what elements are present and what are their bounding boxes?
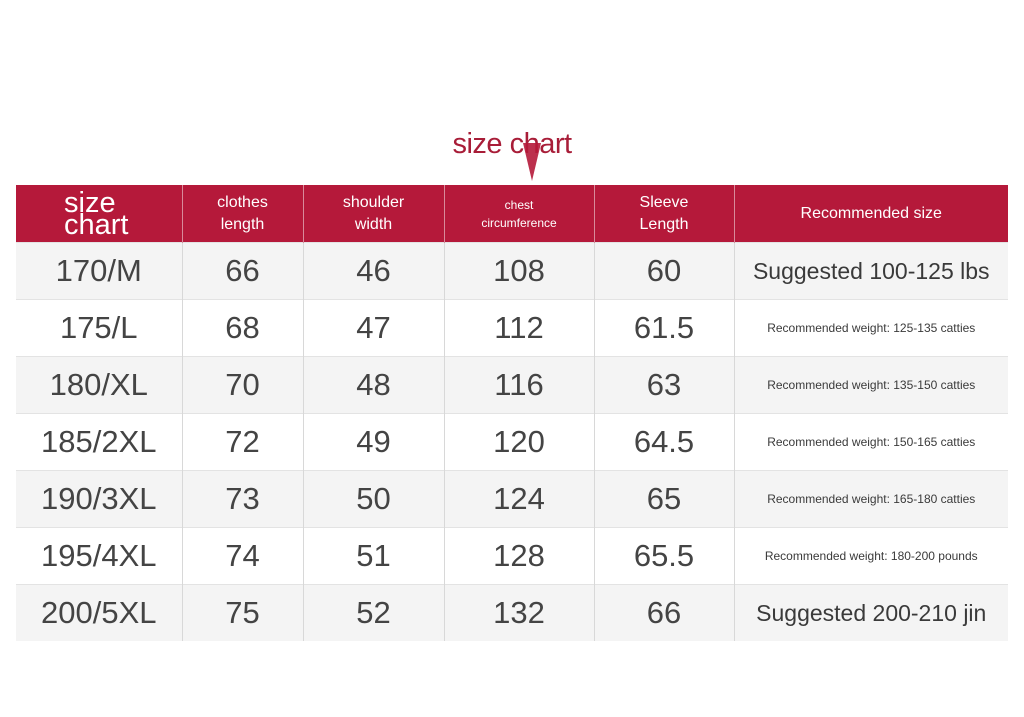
size-cell: 185/2XL — [16, 413, 182, 471]
shoulder-width-cell: 48 — [302, 356, 444, 414]
chest-cell: 112 — [443, 299, 594, 357]
size-cell: 200/5XL — [16, 584, 182, 641]
recommended-cell: Recommended weight: 150-165 catties — [733, 413, 1008, 471]
table-row: 200/5XL 75 52 132 66 Suggested 200-210 j… — [16, 584, 1008, 641]
sleeve-cell: 61.5 — [593, 299, 734, 357]
table-row: 190/3XL 73 50 124 65 Recommended weight:… — [16, 470, 1008, 528]
size-cell: 195/4XL — [16, 527, 182, 585]
clothes-length-cell: 68 — [181, 299, 303, 357]
recommended-cell: Suggested 200-210 jin — [733, 584, 1008, 641]
header-clothes-length-line1: clothes — [217, 193, 268, 211]
sleeve-cell: 66 — [593, 584, 734, 641]
header-clothes-length: clothes length — [181, 185, 303, 243]
sleeve-cell: 60 — [593, 242, 734, 300]
header-sleeve-line1: Sleeve — [639, 193, 689, 211]
recommended-cell: Recommended weight: 180-200 pounds — [733, 527, 1008, 585]
clothes-length-cell: 73 — [181, 470, 303, 528]
clothes-length-cell: 75 — [181, 584, 303, 641]
size-cell: 170/M — [16, 242, 182, 300]
recommended-cell: Recommended weight: 165-180 catties — [733, 470, 1008, 528]
clothes-length-cell: 72 — [181, 413, 303, 471]
table-row: 180/XL 70 48 116 63 Recommended weight: … — [16, 356, 1008, 414]
table-row: 195/4XL 74 51 128 65.5 Recommended weigh… — [16, 527, 1008, 585]
sleeve-cell: 64.5 — [593, 413, 734, 471]
chest-cell: 128 — [443, 527, 594, 585]
table-header-row: size chart clothes length shoulder width… — [16, 185, 1008, 243]
clothes-length-cell: 66 — [181, 242, 303, 300]
header-sleeve-line2: Length — [639, 215, 689, 233]
header-chest-line1: chest — [504, 197, 534, 212]
sleeve-cell: 63 — [593, 356, 734, 414]
chest-cell: 120 — [443, 413, 594, 471]
table-row: 170/M 66 46 108 60 Suggested 100-125 lbs — [16, 242, 1008, 300]
header-clothes-length-line2: length — [220, 215, 265, 233]
shoulder-width-cell: 50 — [302, 470, 444, 528]
chest-cell: 124 — [443, 470, 594, 528]
size-cell: 175/L — [16, 299, 182, 357]
shoulder-width-cell: 52 — [302, 584, 444, 641]
recommended-cell: Suggested 100-125 lbs — [733, 242, 1008, 300]
header-shoulder-width-line2: width — [354, 215, 393, 233]
chest-cell: 116 — [443, 356, 594, 414]
header-chest-circumference: chest circumference — [443, 185, 594, 243]
header-recommended-size: Recommended size — [733, 185, 1008, 243]
sleeve-cell: 65 — [593, 470, 734, 528]
header-size: size chart — [16, 185, 182, 243]
shoulder-width-cell: 51 — [302, 527, 444, 585]
table-row: 185/2XL 72 49 120 64.5 Recommended weigh… — [16, 413, 1008, 471]
header-sleeve-length: Sleeve Length — [593, 185, 734, 243]
recommended-cell: Recommended weight: 135-150 catties — [733, 356, 1008, 414]
clothes-length-cell: 74 — [181, 527, 303, 585]
sleeve-cell: 65.5 — [593, 527, 734, 585]
red-pointer-icon — [523, 143, 541, 181]
size-cell: 190/3XL — [16, 470, 182, 528]
size-cell: 180/XL — [16, 356, 182, 414]
shoulder-width-cell: 49 — [302, 413, 444, 471]
header-shoulder-width-line1: shoulder — [342, 193, 405, 211]
chest-cell: 108 — [443, 242, 594, 300]
clothes-length-cell: 70 — [181, 356, 303, 414]
table-row: 175/L 68 47 112 61.5 Recommended weight:… — [16, 299, 1008, 357]
shoulder-width-cell: 47 — [302, 299, 444, 357]
size-chart-table: size chart clothes length shoulder width… — [16, 185, 1008, 641]
header-chest-line2: circumference — [481, 215, 557, 230]
shoulder-width-cell: 46 — [302, 242, 444, 300]
chest-cell: 132 — [443, 584, 594, 641]
recommended-cell: Recommended weight: 125-135 catties — [733, 299, 1008, 357]
header-shoulder-width: shoulder width — [302, 185, 444, 243]
page-title: size chart — [452, 128, 572, 160]
